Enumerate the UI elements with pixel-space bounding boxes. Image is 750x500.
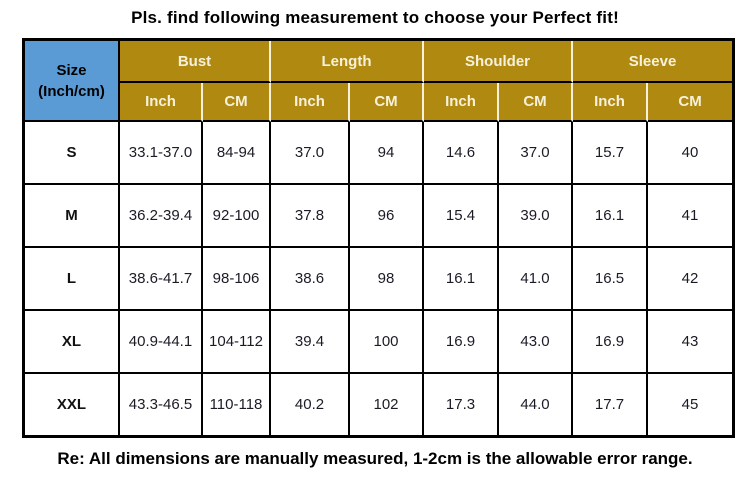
column-group-bust: Bust (120, 41, 271, 83)
column-group-shoulder: Shoulder (424, 41, 574, 83)
length-cm-value: 98 (350, 248, 424, 311)
header-group-row: Size (Inch/cm) Bust Length Shoulder Slee… (25, 41, 733, 122)
bust-cm-value: 104-112 (203, 311, 271, 374)
size-header-line2: (Inch/cm) (38, 82, 105, 100)
size-label: L (25, 248, 120, 311)
bust-inch-header: Inch (120, 83, 203, 122)
size-chart-table: Size (Inch/cm) Bust Length Shoulder Slee… (22, 38, 736, 438)
bust-inch-value: 38.6-41.7 (120, 248, 203, 311)
shoulder-cm-header: CM (499, 83, 574, 122)
header-unit-row: Inch CM Inch CM Inch CM Inch CM (25, 83, 733, 122)
sleeve-cm-value: 45 (648, 374, 733, 435)
sleeve-inch-value: 16.1 (573, 185, 649, 248)
shoulder-cm-value: 39.0 (499, 185, 574, 248)
sleeve-inch-value: 15.7 (573, 122, 649, 185)
shoulder-inch-value: 16.1 (424, 248, 499, 311)
shoulder-cm-value: 37.0 (499, 122, 574, 185)
shoulder-inch-header: Inch (424, 83, 499, 122)
table-row-size-l: L 38.6-41.7 98-106 38.6 98 16.1 41.0 16.… (25, 248, 733, 311)
length-cm-value: 94 (350, 122, 424, 185)
size-label: S (25, 122, 120, 185)
table-row-size-m: M 36.2-39.4 92-100 37.8 96 15.4 39.0 16.… (25, 185, 733, 248)
table-row-size-xxl: XXL 43.3-46.5 110-118 40.2 102 17.3 44.0… (25, 374, 733, 435)
sleeve-inch-value: 16.9 (573, 311, 649, 374)
length-cm-value: 102 (350, 374, 424, 435)
length-cm-header: CM (350, 83, 424, 122)
shoulder-inch-value: 14.6 (424, 122, 499, 185)
length-inch-value: 37.8 (271, 185, 350, 248)
shoulder-cm-value: 44.0 (499, 374, 574, 435)
sleeve-cm-value: 40 (648, 122, 733, 185)
bust-inch-value: 43.3-46.5 (120, 374, 203, 435)
length-inch-value: 38.6 (271, 248, 350, 311)
bust-cm-value: 98-106 (203, 248, 271, 311)
size-label: M (25, 185, 120, 248)
table-row-size-xl: XL 40.9-44.1 104-112 39.4 100 16.9 43.0 … (25, 311, 733, 374)
bust-inch-value: 33.1-37.0 (120, 122, 203, 185)
shoulder-inch-value: 17.3 (424, 374, 499, 435)
sleeve-inch-value: 16.5 (573, 248, 649, 311)
bust-cm-value: 84-94 (203, 122, 271, 185)
length-cm-value: 100 (350, 311, 424, 374)
shoulder-cm-value: 43.0 (499, 311, 574, 374)
sleeve-cm-value: 42 (648, 248, 733, 311)
sleeve-inch-header: Inch (573, 83, 649, 122)
sleeve-cm-value: 41 (648, 185, 733, 248)
bust-cm-value: 110-118 (203, 374, 271, 435)
size-label: XL (25, 311, 120, 374)
footer-note: Re: All dimensions are manually measured… (57, 449, 693, 468)
length-inch-value: 37.0 (271, 122, 350, 185)
length-inch-value: 39.4 (271, 311, 350, 374)
shoulder-inch-value: 16.9 (424, 311, 499, 374)
table-row-size-s: S 33.1-37.0 84-94 37.0 94 14.6 37.0 15.7… (25, 122, 733, 185)
bust-inch-value: 40.9-44.1 (120, 311, 203, 374)
bust-cm-value: 92-100 (203, 185, 271, 248)
column-group-length: Length (271, 41, 424, 83)
length-inch-header: Inch (271, 83, 350, 122)
size-header-line1: Size (56, 61, 87, 79)
sleeve-cm-header: CM (648, 83, 733, 122)
bust-inch-value: 36.2-39.4 (120, 185, 203, 248)
size-column-header: Size (Inch/cm) (25, 41, 120, 122)
sleeve-inch-value: 17.7 (573, 374, 649, 435)
sleeve-cm-value: 43 (648, 311, 733, 374)
shoulder-inch-value: 15.4 (424, 185, 499, 248)
column-group-sleeve: Sleeve (573, 41, 733, 83)
page-title: Pls. find following measurement to choos… (131, 8, 619, 27)
length-cm-value: 96 (350, 185, 424, 248)
shoulder-cm-value: 41.0 (499, 248, 574, 311)
bust-cm-header: CM (203, 83, 271, 122)
length-inch-value: 40.2 (271, 374, 350, 435)
size-label: XXL (25, 374, 120, 435)
